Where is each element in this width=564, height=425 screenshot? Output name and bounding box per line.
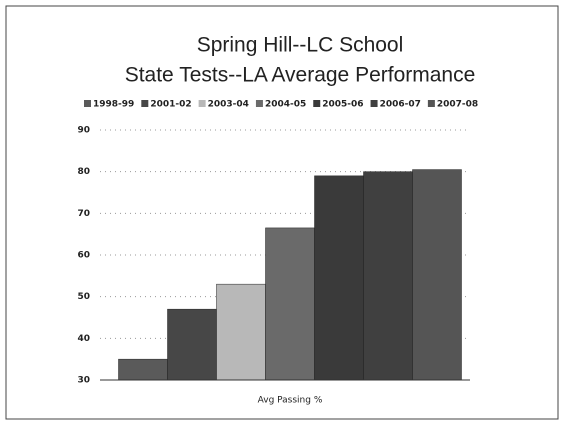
legend-swatch [198,100,206,107]
y-tick-label: 70 [77,209,90,219]
bar [216,283,266,381]
legend-swatch [255,100,263,107]
y-tick-label: 40 [77,334,90,344]
bar [265,227,315,381]
chart-subtitle: State Tests--LA Average Performance [125,64,476,87]
legend-label: 1998-99 [93,100,134,110]
y-tick-label: 30 [77,376,90,386]
legend-swatch [84,100,91,107]
legend-label: 2004-05 [265,100,306,110]
legend-swatch [427,100,435,107]
y-tick-label: 50 [77,292,90,302]
y-tick-label: 60 [77,251,90,261]
bar [167,308,217,381]
bar [363,171,413,381]
bar [314,175,364,381]
legend-label: 2005-06 [322,100,363,110]
legend-swatch [313,100,321,107]
legend-label: 2001-02 [150,100,191,110]
legend-swatch [141,100,149,107]
legend-label: 2007-08 [437,100,478,110]
x-tick-label: Avg Passing % [258,396,323,406]
legend-label: 2003-04 [208,100,249,110]
y-tick-label: 80 [77,167,90,177]
y-tick-label: 90 [77,126,90,136]
legend-label: 2006-07 [380,100,421,110]
legend-swatch [370,100,378,107]
bar [412,169,462,381]
chart-title: Spring Hill--LC School [197,34,404,57]
bar [118,358,168,381]
